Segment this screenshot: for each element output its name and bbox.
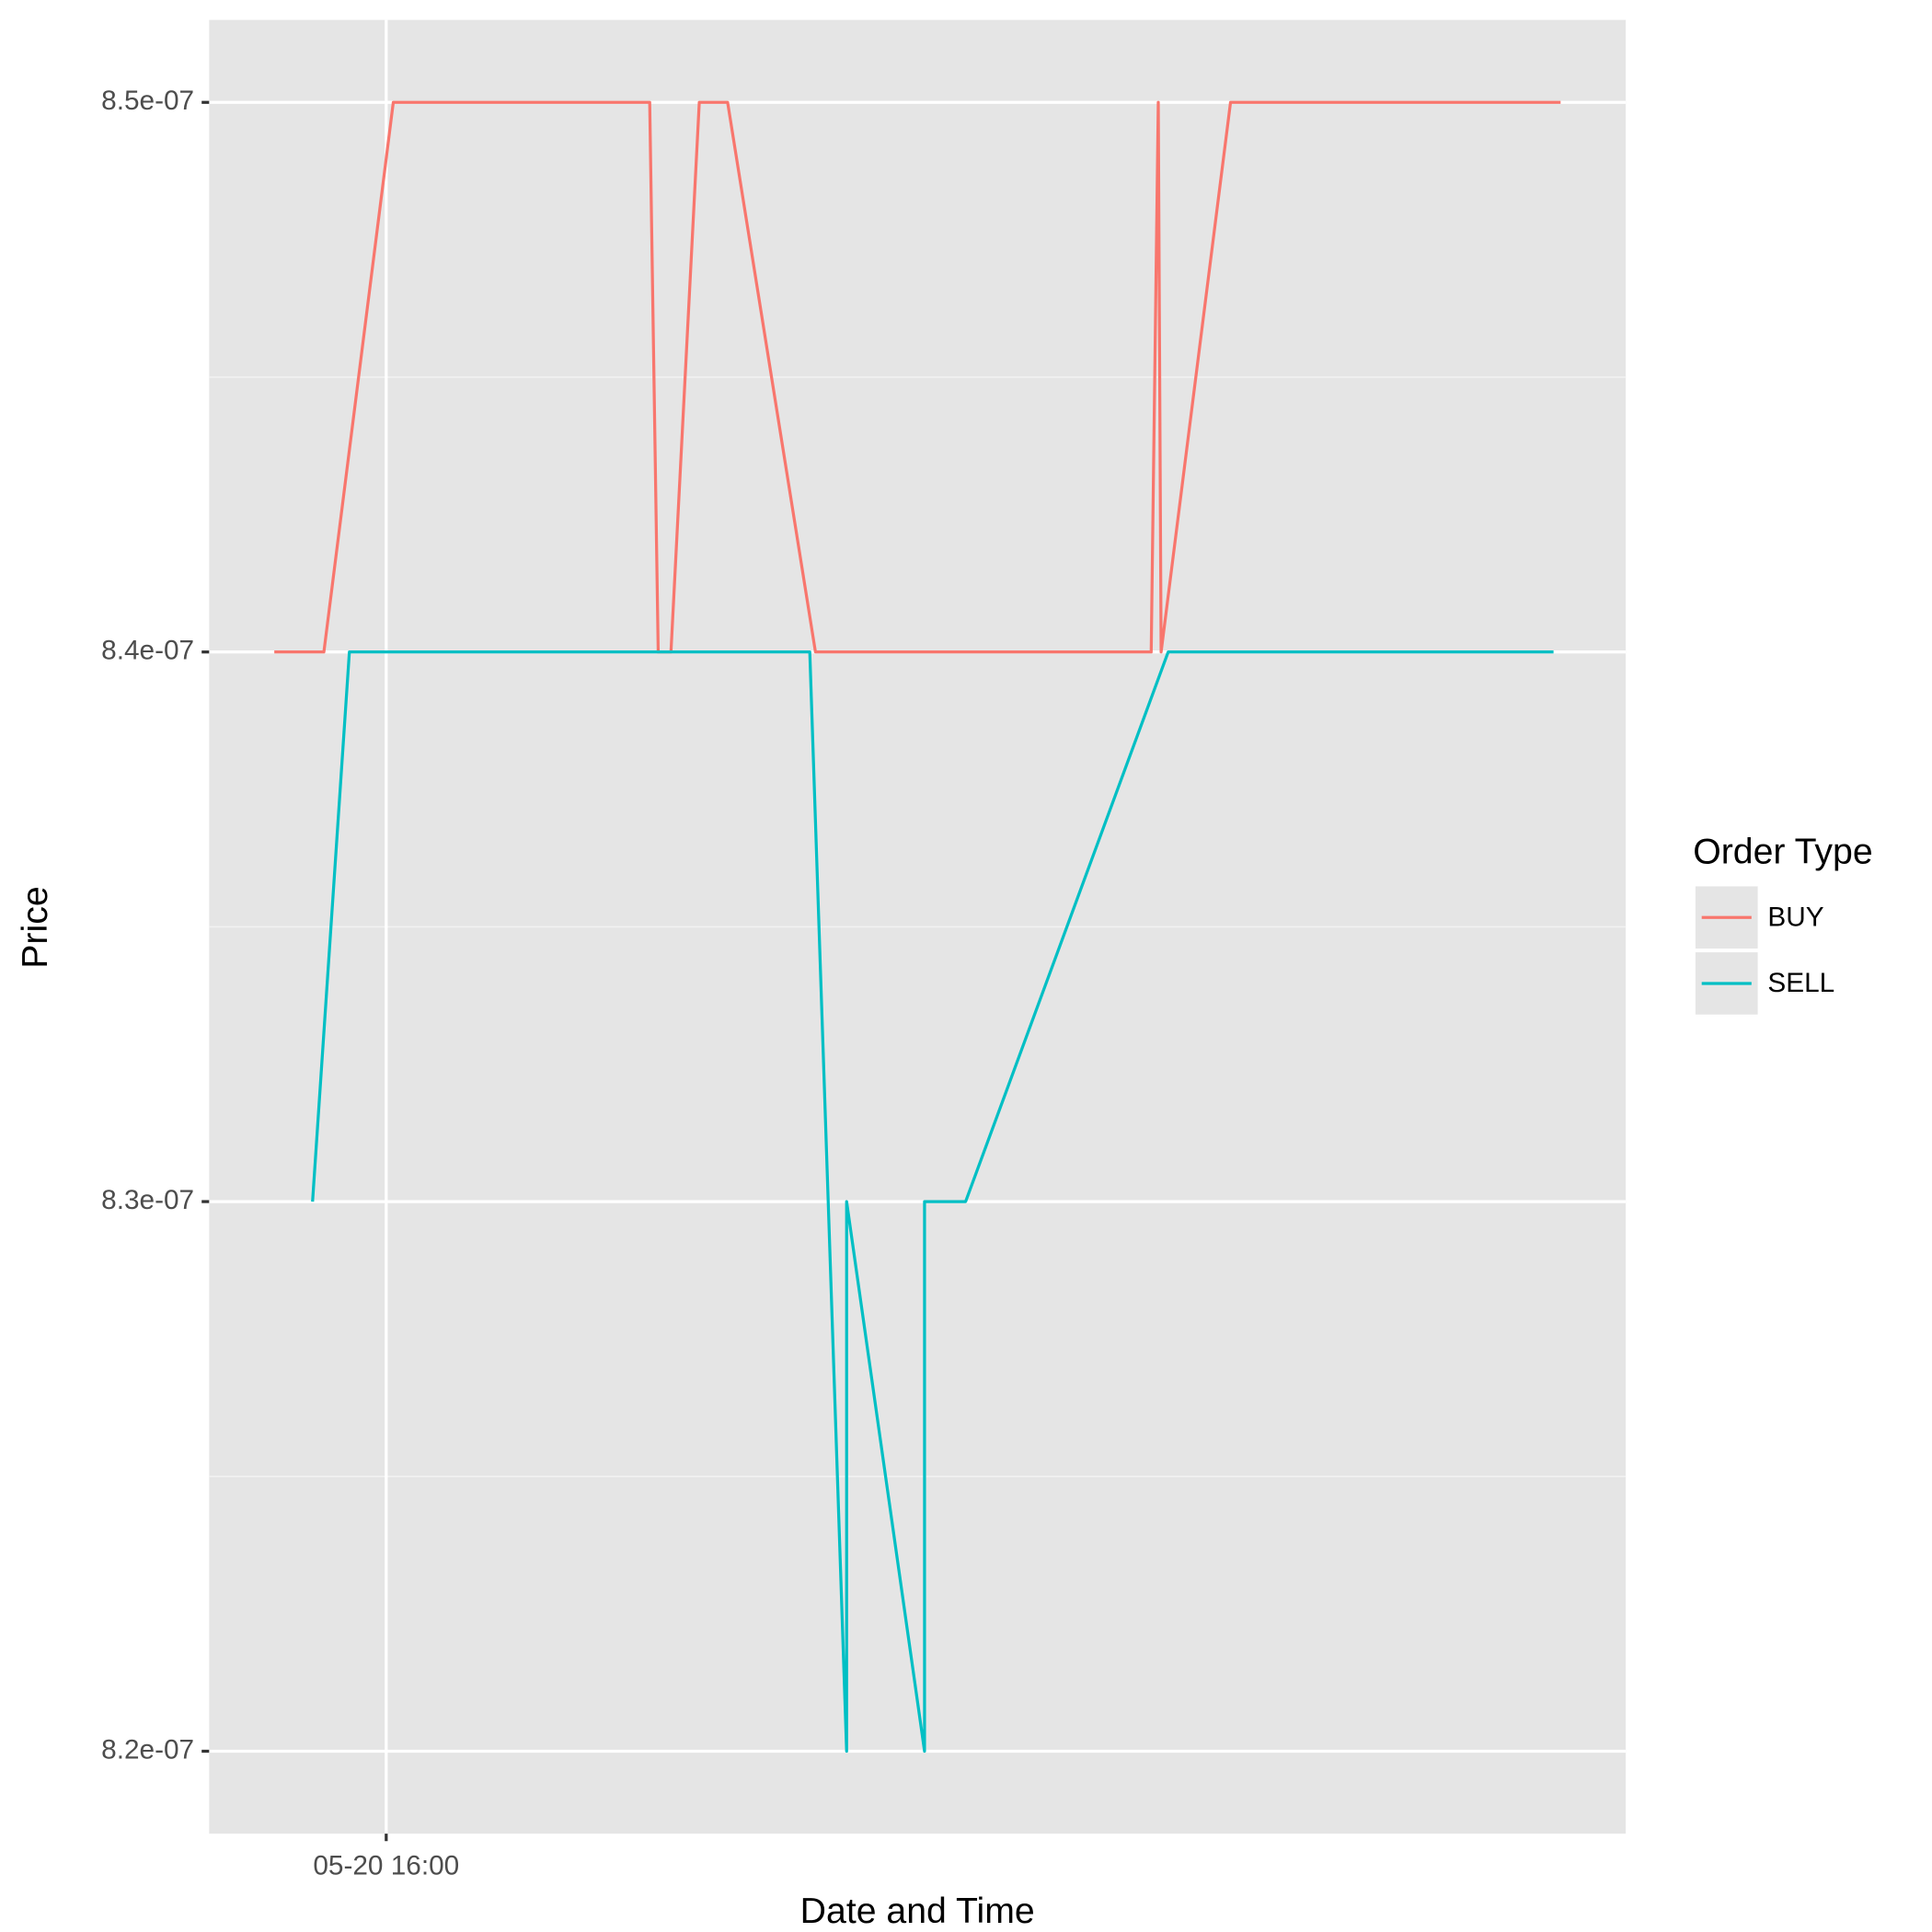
legend-label: BUY [1767, 902, 1823, 932]
y-axis-title: Price [15, 886, 55, 968]
series-line [274, 100, 1561, 654]
series-line [311, 650, 1554, 1754]
y-tick-label: 8.5e-07 [101, 86, 194, 116]
x-axis-title: Date and Time [800, 1891, 1035, 1931]
y-tick-label: 8.4e-07 [101, 636, 194, 666]
x-tick-label: 05-20 16:00 [313, 1850, 459, 1880]
y-tick-label: 8.3e-07 [101, 1185, 194, 1215]
legend-label: SELL [1767, 968, 1834, 998]
legend-title: Order Type [1693, 832, 1872, 872]
y-tick-label: 8.2e-07 [101, 1734, 194, 1765]
